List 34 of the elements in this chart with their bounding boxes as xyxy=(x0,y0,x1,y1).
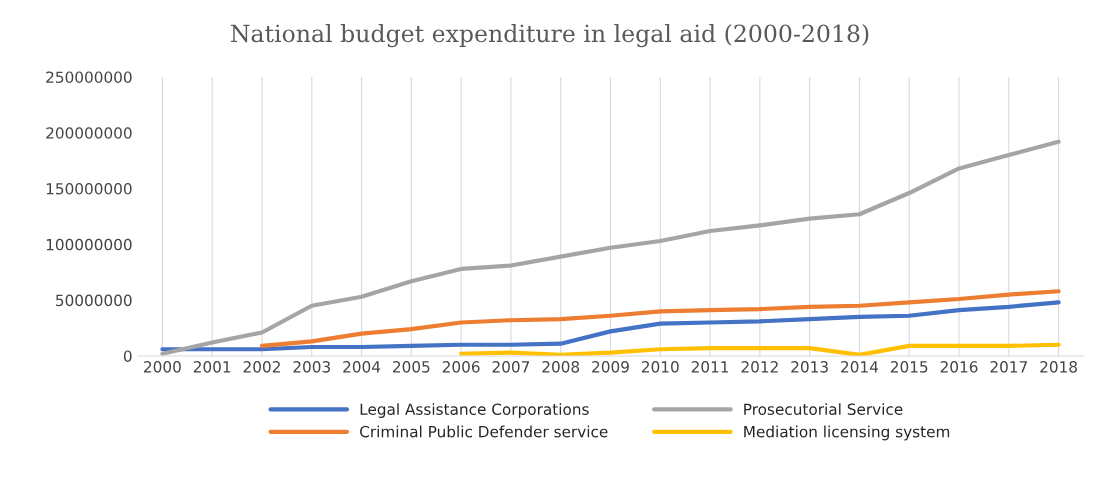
x-tick-label: 2000 xyxy=(144,361,181,373)
x-tick-label: 2002 xyxy=(243,361,280,373)
x-tick-label: 2017 xyxy=(990,361,1027,373)
x-tick-label: 2014 xyxy=(841,361,879,373)
legend-label: Criminal Public Defender service xyxy=(360,425,608,438)
chart-title: National budget expenditure in legal aid (2000-2018) xyxy=(230,24,869,48)
x-tick-label: 2010 xyxy=(641,361,679,373)
x-tick-label: 2003 xyxy=(293,361,330,373)
x-tick-label: 2018 xyxy=(1040,361,1077,373)
line-series xyxy=(459,342,1061,356)
x-tick-label: 2016 xyxy=(940,361,978,373)
x-tick-label: 2013 xyxy=(791,361,828,373)
y-tick-label: 200000000 xyxy=(46,127,132,139)
x-tick-label: 2004 xyxy=(343,361,381,373)
legend-label: Prosecutorial Service xyxy=(744,403,903,415)
x-tick-label: 2012 xyxy=(741,361,778,373)
x-tick-label: 2001 xyxy=(193,361,231,373)
legend-label: Mediation licensing system xyxy=(744,425,950,441)
y-tick-label: 100000000 xyxy=(46,238,132,251)
y-tick-label: 150000000 xyxy=(46,183,132,195)
line-series xyxy=(160,300,1061,352)
line-series xyxy=(160,139,1061,356)
x-tick-label: 2007 xyxy=(492,361,530,373)
x-tick-label: 2009 xyxy=(592,361,629,373)
y-tick-label: 250000000 xyxy=(46,71,132,83)
y-tick-label: 50000000 xyxy=(56,294,132,307)
x-tick-label: 2006 xyxy=(442,361,480,373)
x-tick-label: 2005 xyxy=(393,361,430,373)
x-tick-label: 2008 xyxy=(542,361,580,373)
line-series xyxy=(259,289,1061,348)
legend-label: Legal Assistance Corporations xyxy=(360,403,589,418)
y-tick-label: 0 xyxy=(123,350,132,362)
x-tick-label: 2015 xyxy=(890,361,928,373)
x-tick-label: 2011 xyxy=(691,361,729,373)
